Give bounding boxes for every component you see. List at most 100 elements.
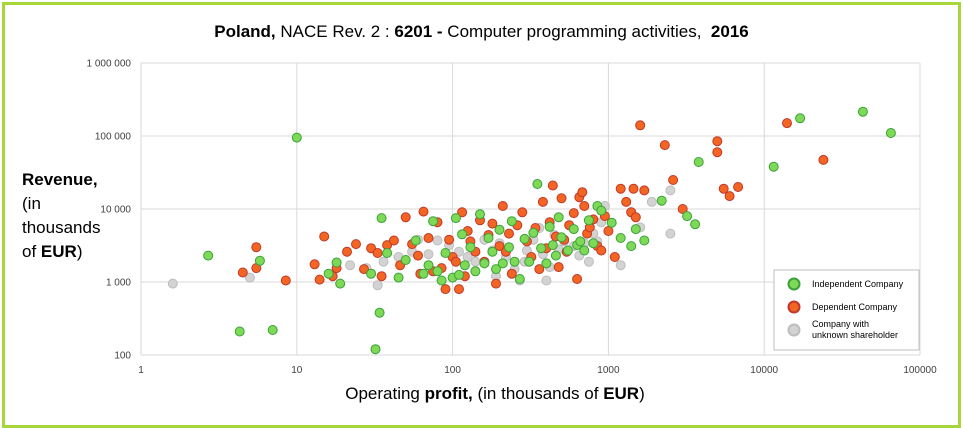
data-point-unknown: [244, 272, 255, 283]
data-point-independent: [690, 219, 701, 230]
data-point-dependent: [418, 206, 429, 217]
legend-independent-marker: [787, 277, 801, 291]
data-point-independent: [483, 233, 494, 243]
data-point-independent: [541, 258, 552, 269]
data-point-independent: [497, 258, 508, 269]
data-point-dependent: [568, 208, 579, 219]
data-point-unknown: [646, 196, 657, 207]
data-point-independent: [795, 113, 806, 124]
data-point-dependent: [494, 241, 505, 252]
legend-independent-label: Independent Company: [812, 279, 904, 289]
legend-unknown-marker: [787, 323, 801, 337]
data-point-dependent: [314, 274, 325, 285]
data-point-dependent: [506, 268, 517, 279]
data-point-dependent: [577, 187, 588, 198]
data-point-dependent: [450, 256, 461, 267]
data-point-dependent: [400, 212, 411, 223]
data-point-independent: [682, 211, 693, 222]
data-point-independent: [436, 275, 447, 286]
data-point-independent: [335, 278, 346, 289]
data-point-dependent: [712, 136, 723, 147]
data-point-independent: [544, 221, 555, 232]
data-point-dependent: [572, 274, 583, 284]
data-point-independent: [457, 229, 468, 240]
data-point-dependent: [376, 271, 387, 282]
data-point-independent: [440, 248, 451, 258]
data-point-unknown: [167, 278, 178, 289]
data-point-dependent: [609, 252, 620, 262]
y-tick-labels: 100 1 000 10 000 100 000 1 000 000: [87, 59, 132, 362]
legend-dependent-label: Dependent Company: [812, 302, 898, 312]
data-point-independent: [450, 213, 461, 224]
data-point-independent: [556, 232, 567, 243]
data-point-independent: [393, 272, 404, 283]
x-axis-label-mid: (in thousands of: [472, 384, 604, 403]
data-point-independent: [410, 235, 421, 246]
legend-unknown-label-line2: unknown shareholder: [812, 330, 898, 340]
data-point-unknown: [378, 256, 389, 267]
title-country: Poland,: [214, 22, 276, 41]
data-point-dependent: [733, 182, 744, 192]
y-axis-label: Revenue, (in thousands of EUR): [22, 168, 100, 264]
data-point-independent: [532, 179, 543, 189]
data-point-unknown: [541, 275, 552, 286]
data-point-dependent: [457, 207, 468, 218]
data-point-dependent: [677, 204, 688, 214]
data-point-independent: [550, 250, 561, 261]
data-point-unknown: [423, 249, 434, 260]
data-point-independent: [693, 157, 704, 167]
data-point-independent: [639, 235, 650, 246]
data-point-dependent: [280, 275, 291, 286]
data-point-dependent: [553, 262, 564, 273]
legend-unknown-label-line1: Company with: [812, 319, 869, 329]
y-axis-label-line4-prefix: of: [22, 242, 41, 261]
data-point-independent: [465, 242, 476, 253]
data-point-independent: [400, 255, 411, 265]
data-point-unknown: [454, 246, 464, 257]
data-point-independent: [630, 224, 641, 235]
data-point-dependent: [818, 154, 829, 165]
data-point-independent: [583, 215, 594, 226]
title-year: 2016: [710, 22, 749, 41]
title-code: 6201 -: [394, 22, 443, 41]
x-tick-label: 100000: [903, 365, 937, 376]
data-point-dependent: [712, 147, 723, 158]
data-point-independent: [475, 209, 485, 220]
data-point-dependent: [359, 264, 369, 275]
x-axis-label-profit: profit,: [424, 384, 473, 403]
data-point-independent: [203, 250, 214, 261]
legend: Independent Company Dependent Company Co…: [773, 269, 920, 351]
data-point-dependent: [440, 284, 451, 295]
data-point-dependent: [628, 183, 639, 194]
data-point-unknown: [372, 280, 383, 291]
y-tick-label: 1 000: [106, 278, 131, 289]
x-axis-label-unit: EUR: [603, 384, 640, 403]
data-point-independent: [596, 205, 607, 216]
data-point-independent: [479, 258, 490, 269]
data-point-independent: [579, 245, 590, 256]
data-point-dependent: [556, 193, 567, 204]
data-point-independent: [370, 344, 381, 355]
legend-dependent-marker: [787, 300, 801, 314]
data-point-dependent: [615, 183, 626, 194]
data-point-independent: [234, 326, 245, 337]
data-point-independent: [291, 132, 302, 143]
data-point-independent: [606, 217, 617, 228]
data-point-dependent: [517, 207, 528, 218]
x-tick-label: 10: [291, 365, 303, 376]
data-point-independent: [553, 212, 564, 223]
data-point-independent: [568, 224, 579, 235]
chart-title: Poland, NACE Rev. 2 : 6201 - Computer pr…: [0, 22, 963, 42]
title-classification: NACE Rev. 2 :: [275, 22, 395, 41]
data-point-independent: [575, 236, 586, 247]
y-tick-label: 1 000 000: [87, 59, 132, 70]
data-point-unknown: [665, 228, 676, 239]
data-point-dependent: [423, 233, 434, 243]
data-point-dependent: [724, 191, 735, 202]
data-point-independent: [509, 256, 520, 267]
data-point-dependent: [504, 228, 514, 239]
data-point-independent: [267, 325, 278, 335]
data-point-dependent: [603, 226, 614, 236]
data-point-unknown: [432, 235, 443, 246]
